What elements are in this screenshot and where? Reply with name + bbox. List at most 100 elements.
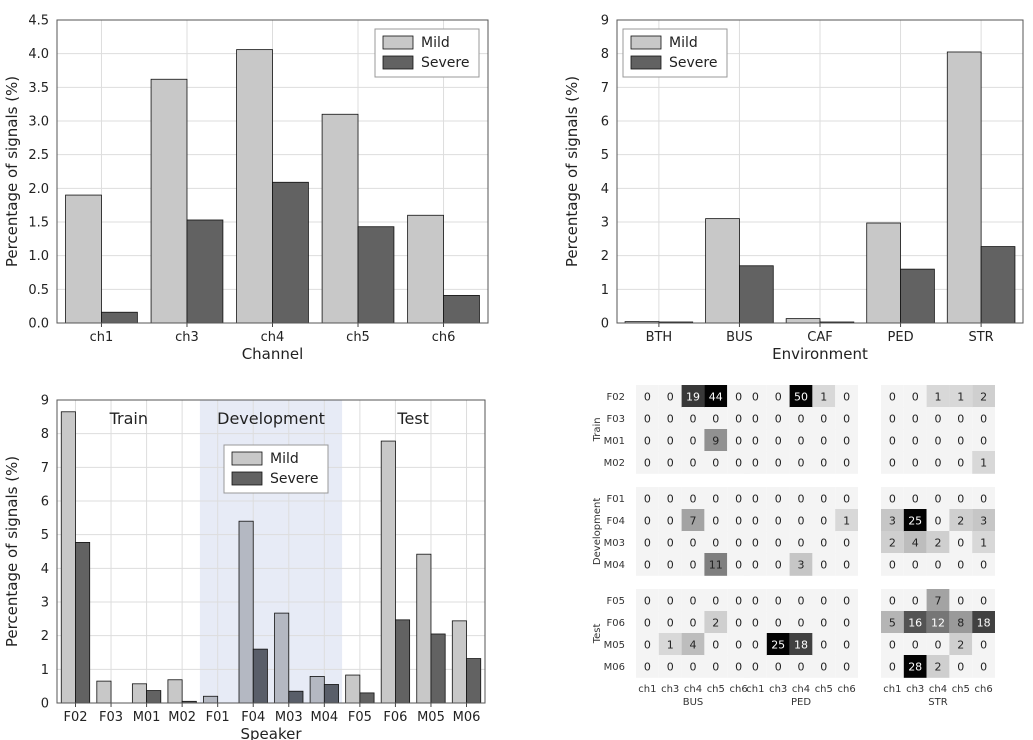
heatmap-cell (766, 531, 790, 554)
heatmap-cell-value: 0 (980, 595, 987, 608)
heatmap-cell (903, 633, 927, 656)
heatmap-cell-value: 0 (735, 457, 742, 470)
heatmap-row-label-m03: M03 (604, 538, 625, 549)
heatmap-cell-value: 0 (889, 493, 896, 506)
heatmap-cell-value: 1 (957, 391, 964, 404)
heatmap-cell-value: 25 (908, 515, 922, 528)
heatmap-cell-value: 0 (935, 457, 942, 470)
heatmap-cell-value: 0 (644, 661, 651, 674)
heatmap-cell (903, 429, 927, 452)
bar-mild-m04 (309, 676, 325, 704)
heatmap-cell-value: 0 (644, 595, 651, 608)
heatmap-row-label-f02: F02 (607, 392, 625, 403)
legend: Mild Severe (223, 444, 329, 494)
heatmap-cell-value: 0 (644, 515, 651, 528)
x-tick-label: BTH (646, 330, 673, 345)
heatmap-cell (658, 487, 682, 510)
heatmap-cell (812, 407, 836, 430)
heatmap-cell (881, 655, 904, 678)
heatmap-cell-value: 0 (820, 413, 827, 426)
chart-1: 0.0 0.5 1.0 1.5 2.0 2.5 3.0 3.5 4.0 4.5 ch1 ch3 ch4 c… (3, 14, 489, 363)
heatmap-cell (949, 487, 973, 510)
heatmap-cell-value: 0 (843, 457, 850, 470)
x-tick-label: M03 (275, 710, 303, 725)
heatmap-cell-value: 0 (889, 661, 896, 674)
y-tick-label: 3 (601, 216, 609, 231)
heatmap-col-label: ch5 (815, 684, 833, 695)
y-tick-label: 3.0 (28, 115, 49, 130)
heatmap-cell-value: 0 (820, 595, 827, 608)
heatmap-cell (704, 531, 728, 554)
heatmap-cell-value: 0 (935, 515, 942, 528)
heatmap-cell (903, 589, 927, 612)
x-tick-label: F02 (63, 710, 87, 725)
heatmap-cell (903, 385, 927, 408)
axes-frame (56, 19, 489, 324)
heatmap-cell-value: 2 (712, 617, 719, 630)
bar-mild-f04 (238, 520, 254, 704)
heatmap-cell-value: 0 (644, 493, 651, 506)
y-axis-label: Percentage of signals (%) (3, 456, 21, 647)
y-tick-label: 2 (41, 629, 49, 644)
heatmap-cell-value: 0 (843, 391, 850, 404)
heatmap-cell-value: 0 (775, 515, 782, 528)
legend-swatch-severe (382, 55, 414, 70)
legend-label-mild: Mild (270, 451, 299, 467)
heatmap-cell (704, 553, 728, 576)
bar-mild-m05 (416, 553, 432, 704)
heatmap-col-label: ch4 (684, 684, 702, 695)
heatmap-cell-value: 0 (752, 537, 759, 550)
heatmap-cell-value: 0 (712, 595, 719, 608)
heatmap-cell-value: 0 (798, 457, 805, 470)
heatmap-cell (835, 655, 858, 678)
heatmap-cell-value: 0 (798, 493, 805, 506)
bar-mild-ch5 (321, 113, 359, 324)
heatmap-col-label: ch1 (746, 684, 764, 695)
heatmap-cell (658, 553, 682, 576)
heatmap-cell (789, 509, 813, 532)
legend-label-severe: Severe (421, 55, 469, 71)
heatmap-cell (789, 407, 813, 430)
bar-mild-m02 (167, 679, 183, 704)
heatmap-cell (949, 553, 973, 576)
heatmap-cell-value: 8 (957, 617, 964, 630)
heatmap-cell (789, 451, 813, 474)
heatmap-row-label-m06: M06 (604, 662, 625, 673)
heatmap-cell-value: 0 (667, 457, 674, 470)
heatmap-col-label: ch1 (638, 684, 656, 695)
x-tick-label: PED (888, 330, 914, 345)
heatmap-col-label: ch6 (729, 684, 747, 695)
heatmap-row-label-m02: M02 (604, 458, 625, 469)
heatmap-cell (789, 553, 813, 576)
heatmap-row-label-f05: F05 (607, 596, 625, 607)
heatmap-cell-value: 0 (712, 537, 719, 550)
heatmap-cell (972, 611, 995, 634)
heatmap-cell-value: 0 (775, 617, 782, 630)
y-tick-label: 4.5 (28, 14, 49, 29)
heatmap-cell (835, 611, 858, 634)
heatmap-col-label: ch6 (837, 684, 855, 695)
heatmap-cell (636, 633, 659, 656)
heatmap-cell (812, 531, 836, 554)
heatmap-col-group-ped: PED (791, 697, 811, 708)
heatmap-cell (766, 611, 790, 634)
heatmap-cell-value: 0 (644, 457, 651, 470)
heatmap-cell (636, 655, 659, 678)
heatmap-cell-value: 0 (980, 639, 987, 652)
heatmap-cell (835, 553, 858, 576)
heatmap-cell (766, 385, 790, 408)
heatmap-cell (972, 407, 995, 430)
heatmap-cell-value: 0 (957, 457, 964, 470)
bar-mild-f05 (345, 674, 361, 704)
heatmap-cell-value: 0 (735, 493, 742, 506)
heatmap-cell-value: 0 (690, 435, 697, 448)
y-tick-label: 7 (601, 81, 609, 96)
heatmap-cell-value: 0 (935, 413, 942, 426)
heatmap-cell (926, 611, 950, 634)
heatmap-cell-value: 0 (843, 413, 850, 426)
heatmap-cell-value: 0 (820, 435, 827, 448)
heatmap-cell-value: 0 (957, 435, 964, 448)
heatmap-cell (744, 487, 767, 510)
heatmap-cell-value: 0 (712, 493, 719, 506)
heatmap-cell (972, 589, 995, 612)
